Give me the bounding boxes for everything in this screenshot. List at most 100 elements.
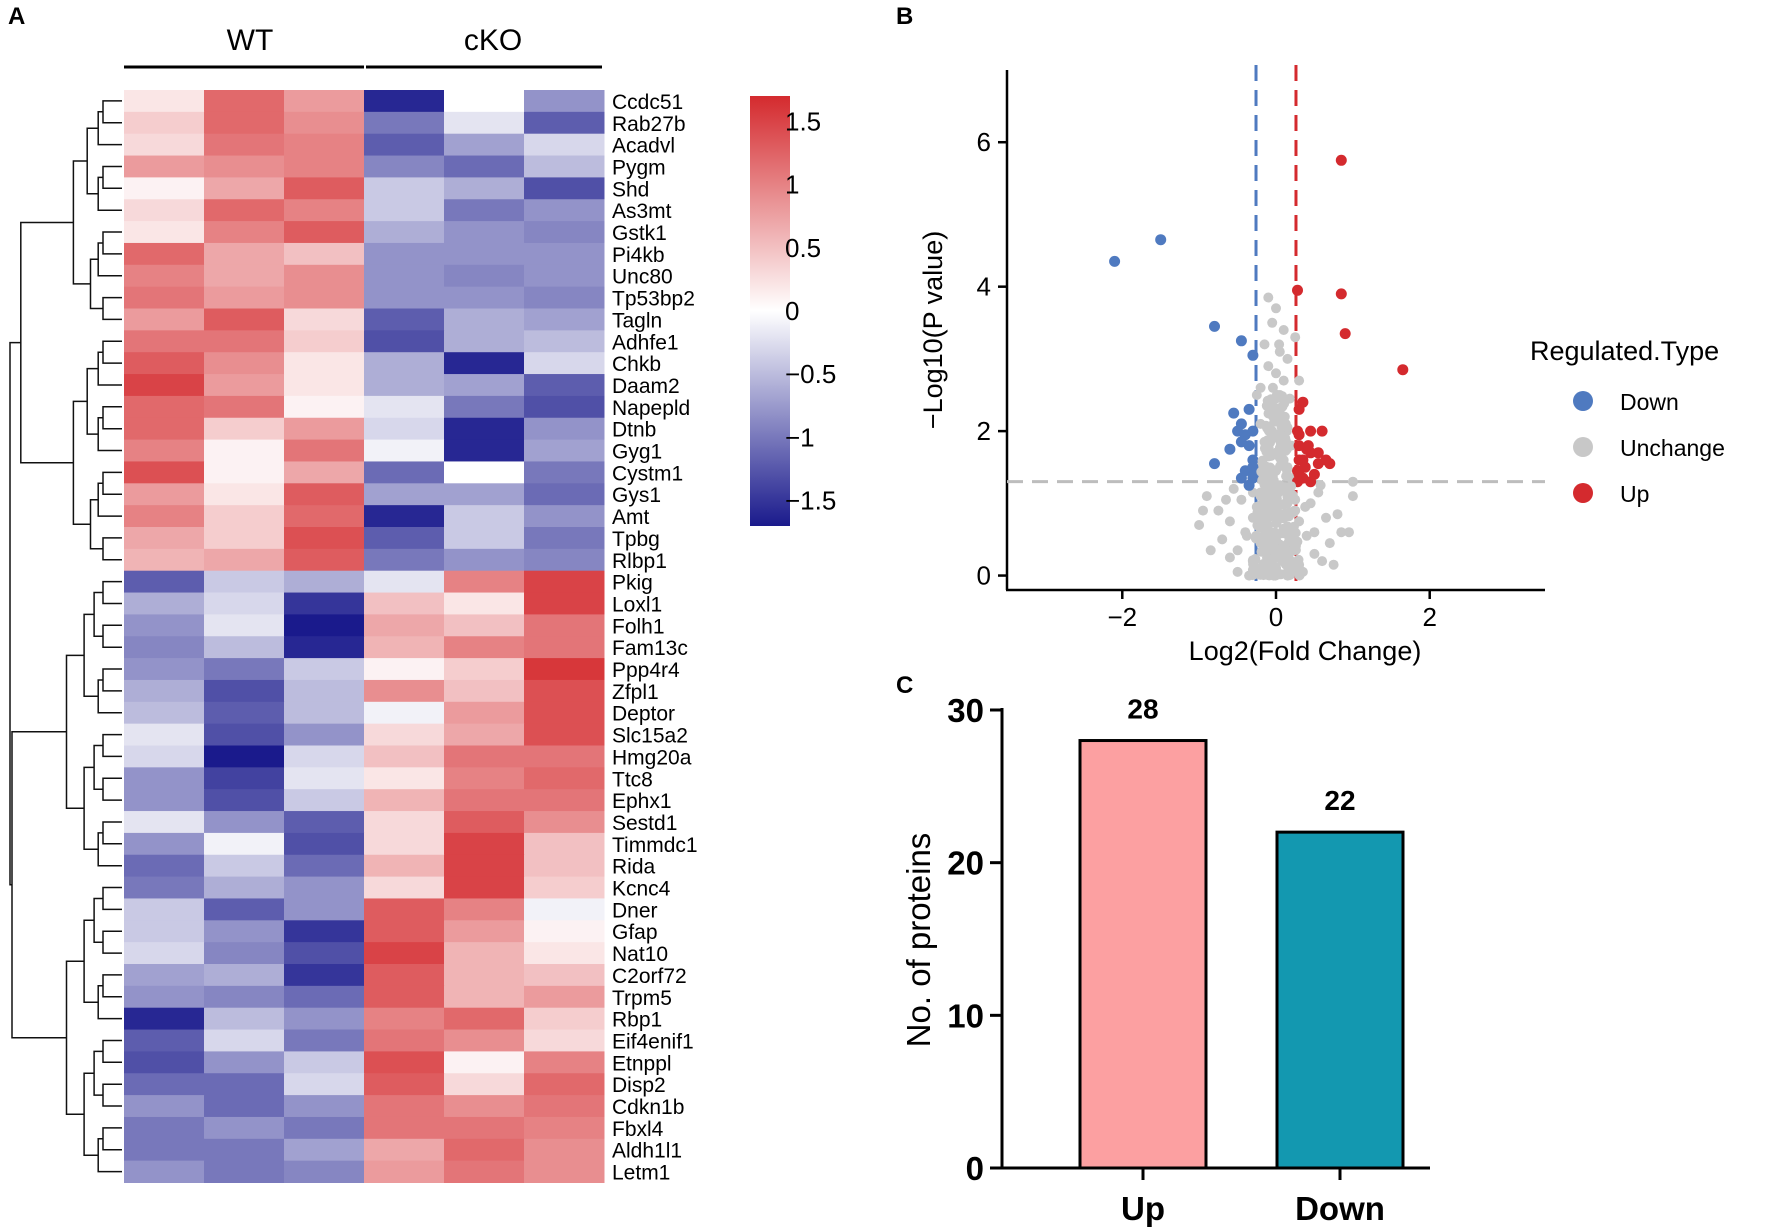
dendrogram-branch: [102, 624, 122, 648]
heatmap-cell: [284, 658, 365, 681]
heatmap-cell: [364, 286, 445, 309]
heatmap-cell: [444, 636, 525, 659]
dendrogram-branch: [72, 400, 91, 526]
heatmap-cell: [284, 592, 365, 615]
heatmap-cell: [284, 898, 365, 921]
volcano-y-tick-label: 2: [977, 416, 991, 446]
heatmap-cell: [204, 679, 285, 703]
volcano-point-unchange: [1300, 501, 1311, 512]
volcano-point-unchange: [1201, 491, 1212, 502]
heatmap-row-label: Gyg1: [612, 441, 662, 464]
heatmap-cell: [524, 395, 605, 419]
heatmap-cell: [124, 854, 205, 878]
volcano-point-down: [1228, 407, 1240, 419]
heatmap-cell: [124, 1138, 205, 1162]
volcano-points: [1109, 154, 1409, 581]
volcano-point-down: [1247, 349, 1259, 361]
volcano-point-unchange: [1281, 487, 1292, 498]
heatmap-row-label: Napepld: [612, 397, 690, 420]
heatmap-row-label: Disp2: [612, 1074, 666, 1097]
heatmap-cell: [204, 483, 285, 506]
dendrogram-branch: [93, 591, 103, 638]
heatmap-cell: [124, 942, 205, 965]
volcano-point-unchange: [1285, 569, 1295, 580]
heatmap-cell: [524, 592, 605, 615]
colorbar-tick-label: 1: [785, 170, 799, 200]
volcano-point-unchange: [1328, 559, 1339, 570]
heatmap-cell: [364, 133, 445, 157]
heatmap-cell: [524, 1051, 605, 1074]
volcano-point-down: [1109, 255, 1121, 267]
volcano-point-down: [1235, 335, 1247, 347]
heatmap-cell: [444, 592, 525, 615]
heatmap-cell: [444, 264, 525, 288]
volcano-point-unchange: [1261, 495, 1272, 506]
heatmap-cell: [444, 658, 525, 681]
heatmap-cell: [284, 461, 365, 484]
heatmap-row-label: Nat10: [612, 943, 668, 966]
heatmap-cell: [444, 461, 525, 484]
volcano-point-unchange: [1278, 375, 1289, 386]
heatmap-cell: [204, 330, 285, 353]
volcano-point-unchange: [1262, 395, 1273, 406]
heatmap-cell: [444, 1095, 525, 1118]
heatmap-cell: [364, 920, 445, 943]
heatmap-cell: [124, 417, 205, 441]
heatmap-cell: [444, 548, 525, 572]
dendrogram-branch: [89, 498, 103, 550]
heatmap-cell: [444, 701, 525, 725]
heatmap-cell: [364, 985, 445, 1009]
heatmap-cell: [124, 592, 205, 615]
heatmap-cell: [284, 723, 365, 746]
dendrogram-branch: [65, 654, 85, 810]
heatmap-cell: [444, 854, 525, 878]
heatmap-row-label: Pi4kb: [612, 244, 665, 267]
heatmap-cell: [444, 876, 525, 899]
heatmap-cell: [364, 745, 445, 768]
panel-b-label: B: [896, 3, 913, 30]
heatmap-cell: [364, 483, 445, 506]
heatmap-cell: [444, 352, 525, 375]
volcano-point-unchange: [1347, 476, 1358, 487]
heatmap-cell: [524, 614, 605, 637]
volcano-point-unchange: [1241, 530, 1252, 541]
heatmap-dendrogram: [9, 100, 122, 1173]
dendrogram-branch: [89, 258, 103, 310]
heatmap-cell: [444, 527, 525, 550]
heatmap-cell: [444, 133, 525, 157]
heatmap-cell: [364, 439, 445, 462]
heatmap-cell: [444, 745, 525, 768]
heatmap-cell: [284, 221, 365, 244]
heatmap-cell: [204, 221, 285, 244]
heatmap-cell: [124, 374, 205, 397]
heatmap-row-label: Pkig: [612, 572, 653, 595]
volcano-point-unchange: [1269, 543, 1280, 554]
bar-value-label: 22: [1324, 785, 1355, 816]
heatmap-cell: [524, 155, 605, 178]
volcano-point-up: [1316, 425, 1328, 437]
bar-value-label: 28: [1127, 694, 1158, 725]
heatmap-cell: [364, 1116, 445, 1140]
heatmap-cell: [284, 199, 365, 222]
heatmap-cell: [524, 264, 605, 288]
heatmap-cell: [524, 374, 605, 397]
bar-y-tick-label: 0: [966, 1150, 984, 1187]
volcano-point-up: [1305, 425, 1317, 437]
dendrogram-branch: [102, 930, 122, 954]
heatmap-cell: [204, 199, 285, 222]
volcano-point-up: [1339, 328, 1351, 340]
bar-down: [1275, 830, 1405, 1170]
dendrogram-branch: [83, 1072, 99, 1156]
heatmap-cell: [524, 920, 605, 943]
heatmap-cell: [524, 505, 605, 528]
colorbar-tick-label: 1.5: [785, 106, 821, 136]
heatmap-cell: [204, 264, 285, 288]
heatmap-cell: [364, 90, 445, 113]
heatmap-cell: [444, 1007, 525, 1031]
heatmap-cell: [204, 505, 285, 528]
volcano-point-unchange: [1258, 476, 1269, 487]
heatmap-cell: [444, 286, 525, 309]
heatmap-cell: [124, 745, 205, 768]
heatmap-cell: [124, 1073, 205, 1096]
volcano-x-tick-label: 2: [1422, 602, 1436, 632]
